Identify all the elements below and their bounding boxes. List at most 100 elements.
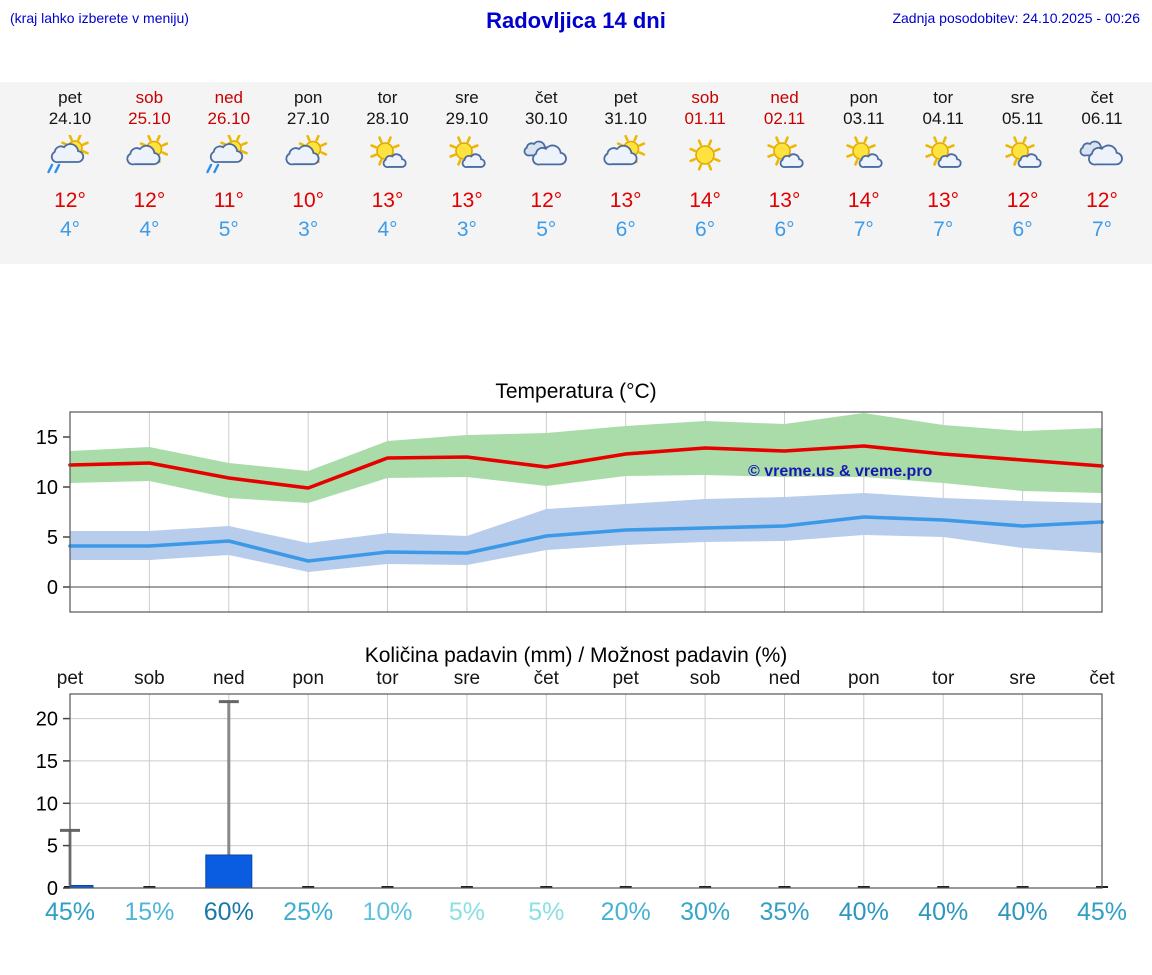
day-date: 04.11: [922, 109, 964, 128]
forecast-day-column: pet 24.10 12° 4°: [30, 88, 110, 242]
precip-day-label: čet: [1089, 668, 1115, 689]
precip-probability: 5%: [449, 898, 485, 926]
zero-precip-mark: [460, 886, 473, 888]
day-name: tor: [933, 88, 954, 107]
day-name: čet: [1090, 88, 1114, 107]
precipitation-chart: pet sob ned pon tor sre čet pet sob ned pon tor sre č…: [36, 668, 1127, 926]
precip-ytick-label: 15: [36, 751, 58, 773]
precip-ytick-label: 10: [36, 793, 58, 815]
day-high-temp: 12°: [530, 189, 563, 212]
temp-ytick-label: 10: [36, 477, 58, 499]
day-name: sre: [1010, 88, 1035, 107]
day-low-temp: 4°: [139, 218, 160, 241]
day-low-temp: 5°: [218, 218, 239, 241]
mostly-sunny-icon: [427, 130, 507, 180]
sun-cloud-icon: [109, 130, 189, 180]
day-low-temp: 6°: [1012, 218, 1033, 241]
day-name: tor: [377, 88, 398, 107]
cloudy-icon: [1062, 130, 1142, 180]
day-name: pet: [58, 88, 82, 107]
zero-precip-mark: [857, 886, 870, 888]
precip-probability: 45%: [1077, 898, 1127, 926]
day-date: 26.10: [207, 109, 251, 128]
forecast-day-column: pon 27.10 10° 3°: [268, 88, 348, 242]
sun-cloud-showers-icon: [189, 130, 269, 180]
day-name: pet: [613, 88, 638, 107]
forecast-day-column: čet 30.10 12° 5°: [506, 88, 586, 242]
precip-day-label: tor: [932, 668, 955, 689]
forecast-day-column: ned 26.10 11° 5°: [189, 88, 269, 242]
forecast-strip: pet 24.10 12° 4° sob 25.10 12° 4° ned 26.10 11° 5° p…: [0, 82, 1152, 264]
precip-day-label: sre: [454, 668, 480, 689]
zero-precip-mark: [699, 886, 712, 888]
day-low-temp: 4°: [59, 218, 81, 241]
weather-forecast-page: (kraj lahko izberete v meniju) Radovljic…: [0, 0, 1152, 926]
day-date: 02.11: [763, 109, 806, 128]
forecast-day-column: ned 02.11 13° 6°: [745, 88, 825, 242]
day-date: 27.10: [286, 109, 330, 128]
day-name: pon: [849, 88, 878, 107]
day-name: pon: [294, 88, 323, 107]
sun-cloud-icon: [268, 130, 348, 180]
mostly-sunny-icon: [348, 130, 428, 180]
watermark-link[interactable]: © vreme.us & vreme.pro: [748, 463, 933, 480]
day-high-temp: 13°: [451, 189, 483, 212]
precip-day-label: pet: [57, 668, 84, 689]
precip-ytick-label: 20: [36, 709, 58, 731]
cloudy-icon: [506, 130, 586, 180]
precip-day-label: sob: [690, 668, 721, 689]
day-high-temp: 11°: [213, 189, 244, 212]
day-date: 03.11: [843, 109, 885, 128]
temp-ytick-label: 0: [47, 577, 58, 599]
day-low-temp: 3°: [298, 218, 319, 241]
forecast-day-column: sob 25.10 12° 4°: [109, 88, 189, 242]
precip-probability: 5%: [528, 898, 564, 926]
mostly-sunny-icon: [903, 130, 983, 180]
zero-precip-mark: [143, 886, 156, 888]
day-date: 01.11: [684, 109, 726, 128]
precip-day-label: pon: [848, 668, 880, 689]
forecast-day-column: sre 05.11 12° 6°: [983, 88, 1063, 242]
day-high-temp: 12°: [54, 189, 86, 212]
sun-cloud-icon: [586, 130, 666, 180]
precip-day-label: ned: [213, 668, 245, 689]
header-bar: (kraj lahko izberete v meniju) Radovljic…: [0, 0, 1152, 40]
zero-precip-mark: [1016, 886, 1029, 888]
day-name: sob: [135, 88, 164, 107]
sunny-icon: [665, 130, 745, 180]
day-name: ned: [770, 88, 799, 107]
zero-precip-mark: [937, 886, 950, 888]
mostly-sunny-icon: [824, 130, 904, 180]
day-high-temp: 14°: [689, 189, 721, 212]
zero-precip-mark: [540, 886, 553, 888]
menu-hint: (kraj lahko izberete v meniju): [10, 10, 189, 26]
day-name: ned: [214, 88, 243, 107]
mostly-sunny-icon: [745, 130, 825, 180]
day-low-temp: 4°: [377, 218, 398, 241]
precip-ytick-label: 0: [47, 878, 58, 900]
day-low-temp: 7°: [1091, 218, 1113, 241]
zero-precip-mark: [302, 886, 315, 888]
day-date: 25.10: [128, 109, 171, 128]
day-name: sob: [691, 88, 719, 107]
precip-probability: 20%: [601, 898, 651, 926]
day-low-temp: 6°: [615, 218, 636, 241]
precip-day-label: tor: [376, 668, 399, 689]
day-high-temp: 12°: [1086, 189, 1118, 212]
day-low-temp: 6°: [774, 218, 795, 241]
precip-ytick-label: 5: [47, 836, 58, 858]
temp-band-max-razpon: [70, 413, 1102, 503]
precip-day-label: čet: [534, 668, 560, 689]
day-high-temp: 14°: [847, 189, 880, 212]
temperature-chart-title: Temperatura (°C): [495, 380, 657, 403]
zero-precip-mark: [619, 886, 632, 888]
precip-probability: 35%: [759, 898, 809, 926]
mostly-sunny-icon: [983, 130, 1063, 180]
forecast-day-column: sob 01.11 14° 6°: [665, 88, 745, 242]
day-low-temp: 3°: [456, 218, 477, 241]
day-date: 31.10: [604, 109, 647, 128]
precip-day-label: sre: [1009, 668, 1035, 689]
zero-precip-mark: [381, 886, 394, 888]
zero-precip-mark: [778, 886, 791, 888]
day-high-temp: 13°: [927, 189, 960, 212]
